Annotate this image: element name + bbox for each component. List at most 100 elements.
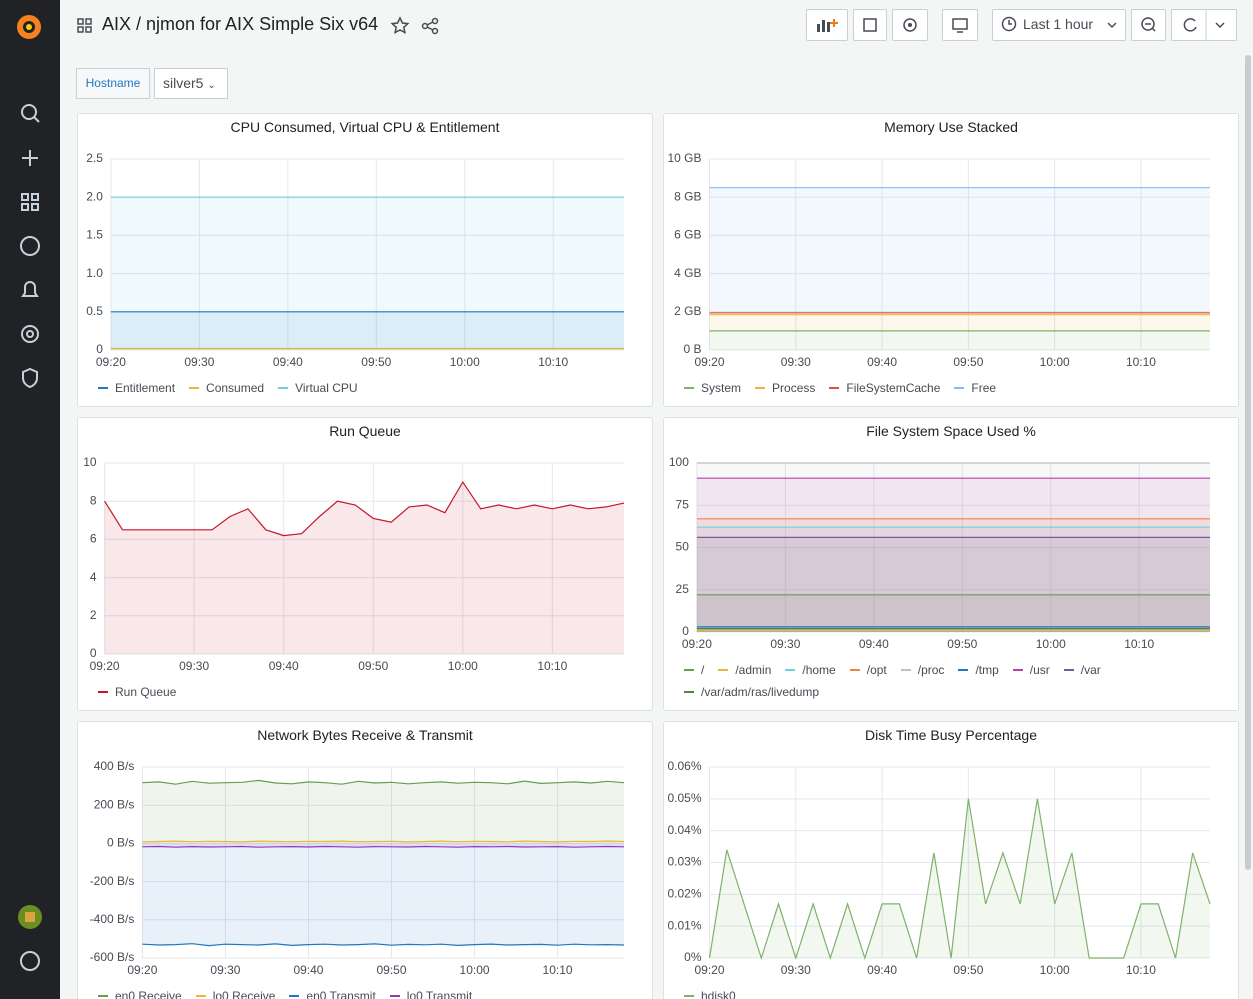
config-icon[interactable] (21, 325, 39, 343)
series-line (142, 845, 625, 848)
refresh-button[interactable] (1171, 9, 1237, 41)
y-tick-label: 0% (684, 950, 702, 964)
shield-icon[interactable] (22, 367, 38, 389)
legend-swatch (684, 387, 694, 389)
panel: Memory Use Stacked 0 B 2 GB 4 GB 6 GB 8 GB 10 … (663, 113, 1239, 407)
y-tick-label: 0.5 (86, 304, 103, 318)
x-tick-label: 09:20 (90, 659, 120, 672)
chart-plot: -600 B/s -400 B/s -200 B/s 0 B/s 200 B/s 400 … (90, 759, 625, 976)
legend-swatch (1063, 669, 1074, 671)
legend-item: lo0 Receive (195, 989, 276, 999)
x-tick-label: 09:40 (867, 355, 897, 368)
panel-title: CPU Consumed, Virtual CPU & Entitlement (230, 119, 500, 135)
legend-label: hdisk0 (701, 989, 736, 999)
x-tick-label: 10:00 (1040, 963, 1070, 976)
legend-label: /opt (866, 663, 887, 677)
panel-title: File System Space Used % (866, 423, 1036, 439)
y-tick-label: 0.05% (667, 791, 701, 805)
x-tick-label: 10:10 (543, 963, 573, 976)
series-line (142, 943, 625, 947)
zoom-out-button[interactable] (1131, 9, 1166, 41)
header-icons (390, 16, 439, 35)
legend-item: Free (954, 381, 996, 395)
x-tick-label: 09:30 (179, 659, 209, 672)
legend-item: / (684, 663, 704, 677)
search-icon[interactable] (21, 104, 40, 123)
legend-swatch (98, 691, 108, 693)
legend-swatch (829, 387, 840, 389)
tv-mode-button[interactable] (942, 9, 978, 41)
add-panel-button[interactable] (806, 9, 848, 41)
x-tick-label: 09:50 (947, 637, 977, 651)
x-tick-label: 09:40 (269, 659, 299, 672)
area-fill (142, 843, 624, 946)
y-tick-label: 100 (669, 455, 689, 469)
x-tick-label: 10:00 (460, 963, 490, 976)
area-fill (696, 594, 1210, 632)
y-tick-label: 0.06% (667, 759, 701, 773)
time-picker[interactable]: Last 1 hour (992, 9, 1126, 41)
x-tick-label: 10:10 (1124, 637, 1154, 651)
y-tick-label: 1.0 (86, 266, 103, 280)
settings-button[interactable] (892, 9, 928, 41)
dashboards-icon[interactable] (21, 193, 39, 211)
y-tick-label: 2.5 (86, 151, 103, 165)
x-tick-label: 10:10 (537, 659, 567, 672)
legend-swatch (718, 669, 729, 671)
legend-swatch (900, 669, 911, 671)
legend-label: Virtual CPU (295, 381, 358, 395)
legend-item: hdisk0 (684, 989, 736, 999)
alerting-icon[interactable] (21, 281, 39, 297)
panel-title: Memory Use Stacked (884, 119, 1018, 135)
area-fill (110, 197, 624, 350)
series-line (142, 840, 625, 843)
legend-item: /usr (1012, 663, 1050, 677)
y-tick-label: 0.03% (667, 855, 701, 869)
legend-label: /var (1080, 663, 1101, 677)
legend-item: lo0 Transmit (389, 989, 472, 999)
x-tick-label: 10:10 (1126, 963, 1156, 976)
legend-label: en0 Receive (115, 989, 182, 999)
dashboard-title[interactable]: AIX / njmon for AIX Simple Six v64 (102, 14, 379, 34)
legend-swatch (289, 995, 300, 997)
x-tick-label: 09:40 (273, 355, 303, 368)
user-avatar[interactable] (18, 905, 42, 929)
y-tick-label: 0 (682, 624, 689, 638)
create-icon[interactable] (22, 150, 38, 166)
variable-label: Hostname (76, 68, 150, 99)
chevron-icon (1107, 22, 1117, 29)
panel: CPU Consumed, Virtual CPU & Entitlement 0… (77, 113, 653, 407)
legend-label: lo0 Receive (212, 989, 276, 999)
help-icon[interactable] (20, 951, 40, 971)
legend-item: en0 Receive (98, 989, 182, 999)
share-icon[interactable] (421, 17, 439, 35)
x-tick-label: 09:30 (210, 963, 240, 976)
x-tick-label: 09:20 (96, 355, 126, 368)
y-tick-label: 2.0 (86, 189, 103, 203)
area-fill (110, 311, 624, 350)
y-tick-label: 200 B/s (94, 797, 135, 811)
y-tick-label: 10 (83, 455, 97, 469)
legend-swatch (278, 387, 289, 389)
y-tick-label: 8 (90, 493, 97, 507)
save-icon (863, 18, 877, 32)
legend-swatch (98, 387, 108, 389)
y-tick-label: 0 B/s (107, 836, 134, 850)
legend: hdisk0 (684, 989, 1228, 999)
sidebar-icons (17, 15, 42, 971)
grafana-logo[interactable] (17, 15, 41, 39)
x-tick-label: 10:10 (538, 355, 568, 368)
save-button[interactable] (853, 9, 887, 41)
scrollbar[interactable] (1245, 55, 1251, 870)
variable-select[interactable]: silver5 ⌄ (154, 68, 228, 99)
x-tick-label: 09:40 (293, 963, 323, 976)
legend: System Process FileSystemCache Free (684, 381, 1228, 395)
chart-plot: 0 2 4 6 8 10 09:20 09:30 09:40 09:50 10:00 10:10 (83, 455, 625, 672)
explore-icon[interactable] (20, 236, 40, 256)
area-fill (709, 798, 1210, 958)
legend-label: /admin (735, 663, 772, 677)
x-tick-label: 10:00 (1036, 637, 1066, 651)
legend-item: /var/adm/ras/livedump (684, 685, 819, 699)
star-icon[interactable] (390, 16, 410, 35)
legend-label: /tmp (975, 663, 999, 677)
